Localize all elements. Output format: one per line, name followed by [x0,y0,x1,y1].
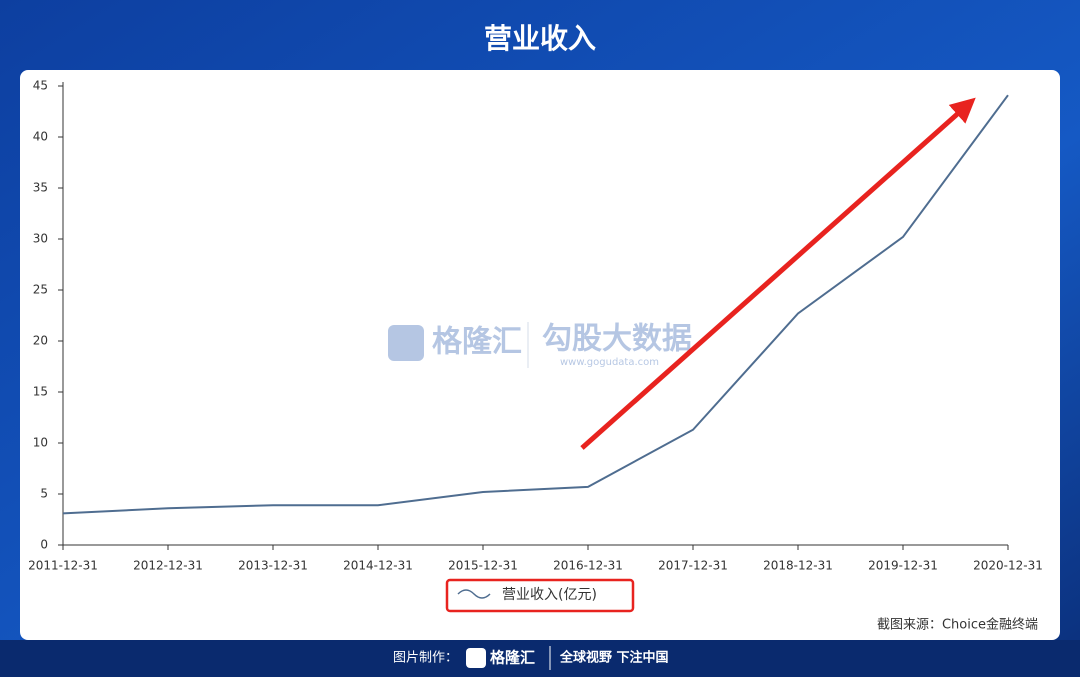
watermark-logo [388,325,424,361]
x-tick-label: 2020-12-31 [973,559,1043,573]
x-tick-label: 2019-12-31 [868,559,938,573]
y-tick-label: 25 [33,283,48,297]
footer-brand: 格隆汇 [490,649,535,667]
watermark-product: 勾股大数据 [542,322,692,357]
y-tick-label: 5 [40,487,48,501]
panel [20,70,1060,640]
y-tick-label: 35 [33,181,48,195]
watermark-brand: 格隆汇 [432,325,522,360]
y-tick-label: 30 [33,232,48,246]
x-tick-label: 2015-12-31 [448,559,518,573]
y-tick-label: 15 [33,385,48,399]
chart-title: 营业收入 [484,22,596,55]
watermark: 格隆汇 勾股大数据 www.gogudata.com [388,322,692,368]
legend-symbol [457,589,491,599]
y-tick-label: 0 [40,538,48,552]
x-tick-label: 2016-12-31 [553,559,623,573]
legend-label: 营业收入(亿元) [502,587,597,603]
source-note: 截图来源：Choice金融终端 [877,617,1038,633]
x-tick-label: 2012-12-31 [133,559,203,573]
trend-arrow [580,97,976,450]
footer-label: 图片制作： [393,651,458,666]
x-tick-label: 2014-12-31 [343,559,413,573]
x-tick-label: 2018-12-31 [763,559,833,573]
footer-bar [0,640,1080,677]
footer-logo [466,648,486,668]
y-tick-label: 20 [33,334,48,348]
y-tick-label: 40 [33,130,48,144]
y-tick-label: 10 [33,436,48,450]
legend-highlight [445,578,635,613]
x-tick-label: 2011-12-31 [28,559,98,573]
x-tick-label: 2017-12-31 [658,559,728,573]
footer-slogan: 全球视野 下注中国 [559,650,669,666]
watermark-url: www.gogudata.com [560,357,659,368]
y-tick-label: 45 [33,79,48,93]
series-line [62,94,1009,515]
x-tick-label: 2013-12-31 [238,559,308,573]
